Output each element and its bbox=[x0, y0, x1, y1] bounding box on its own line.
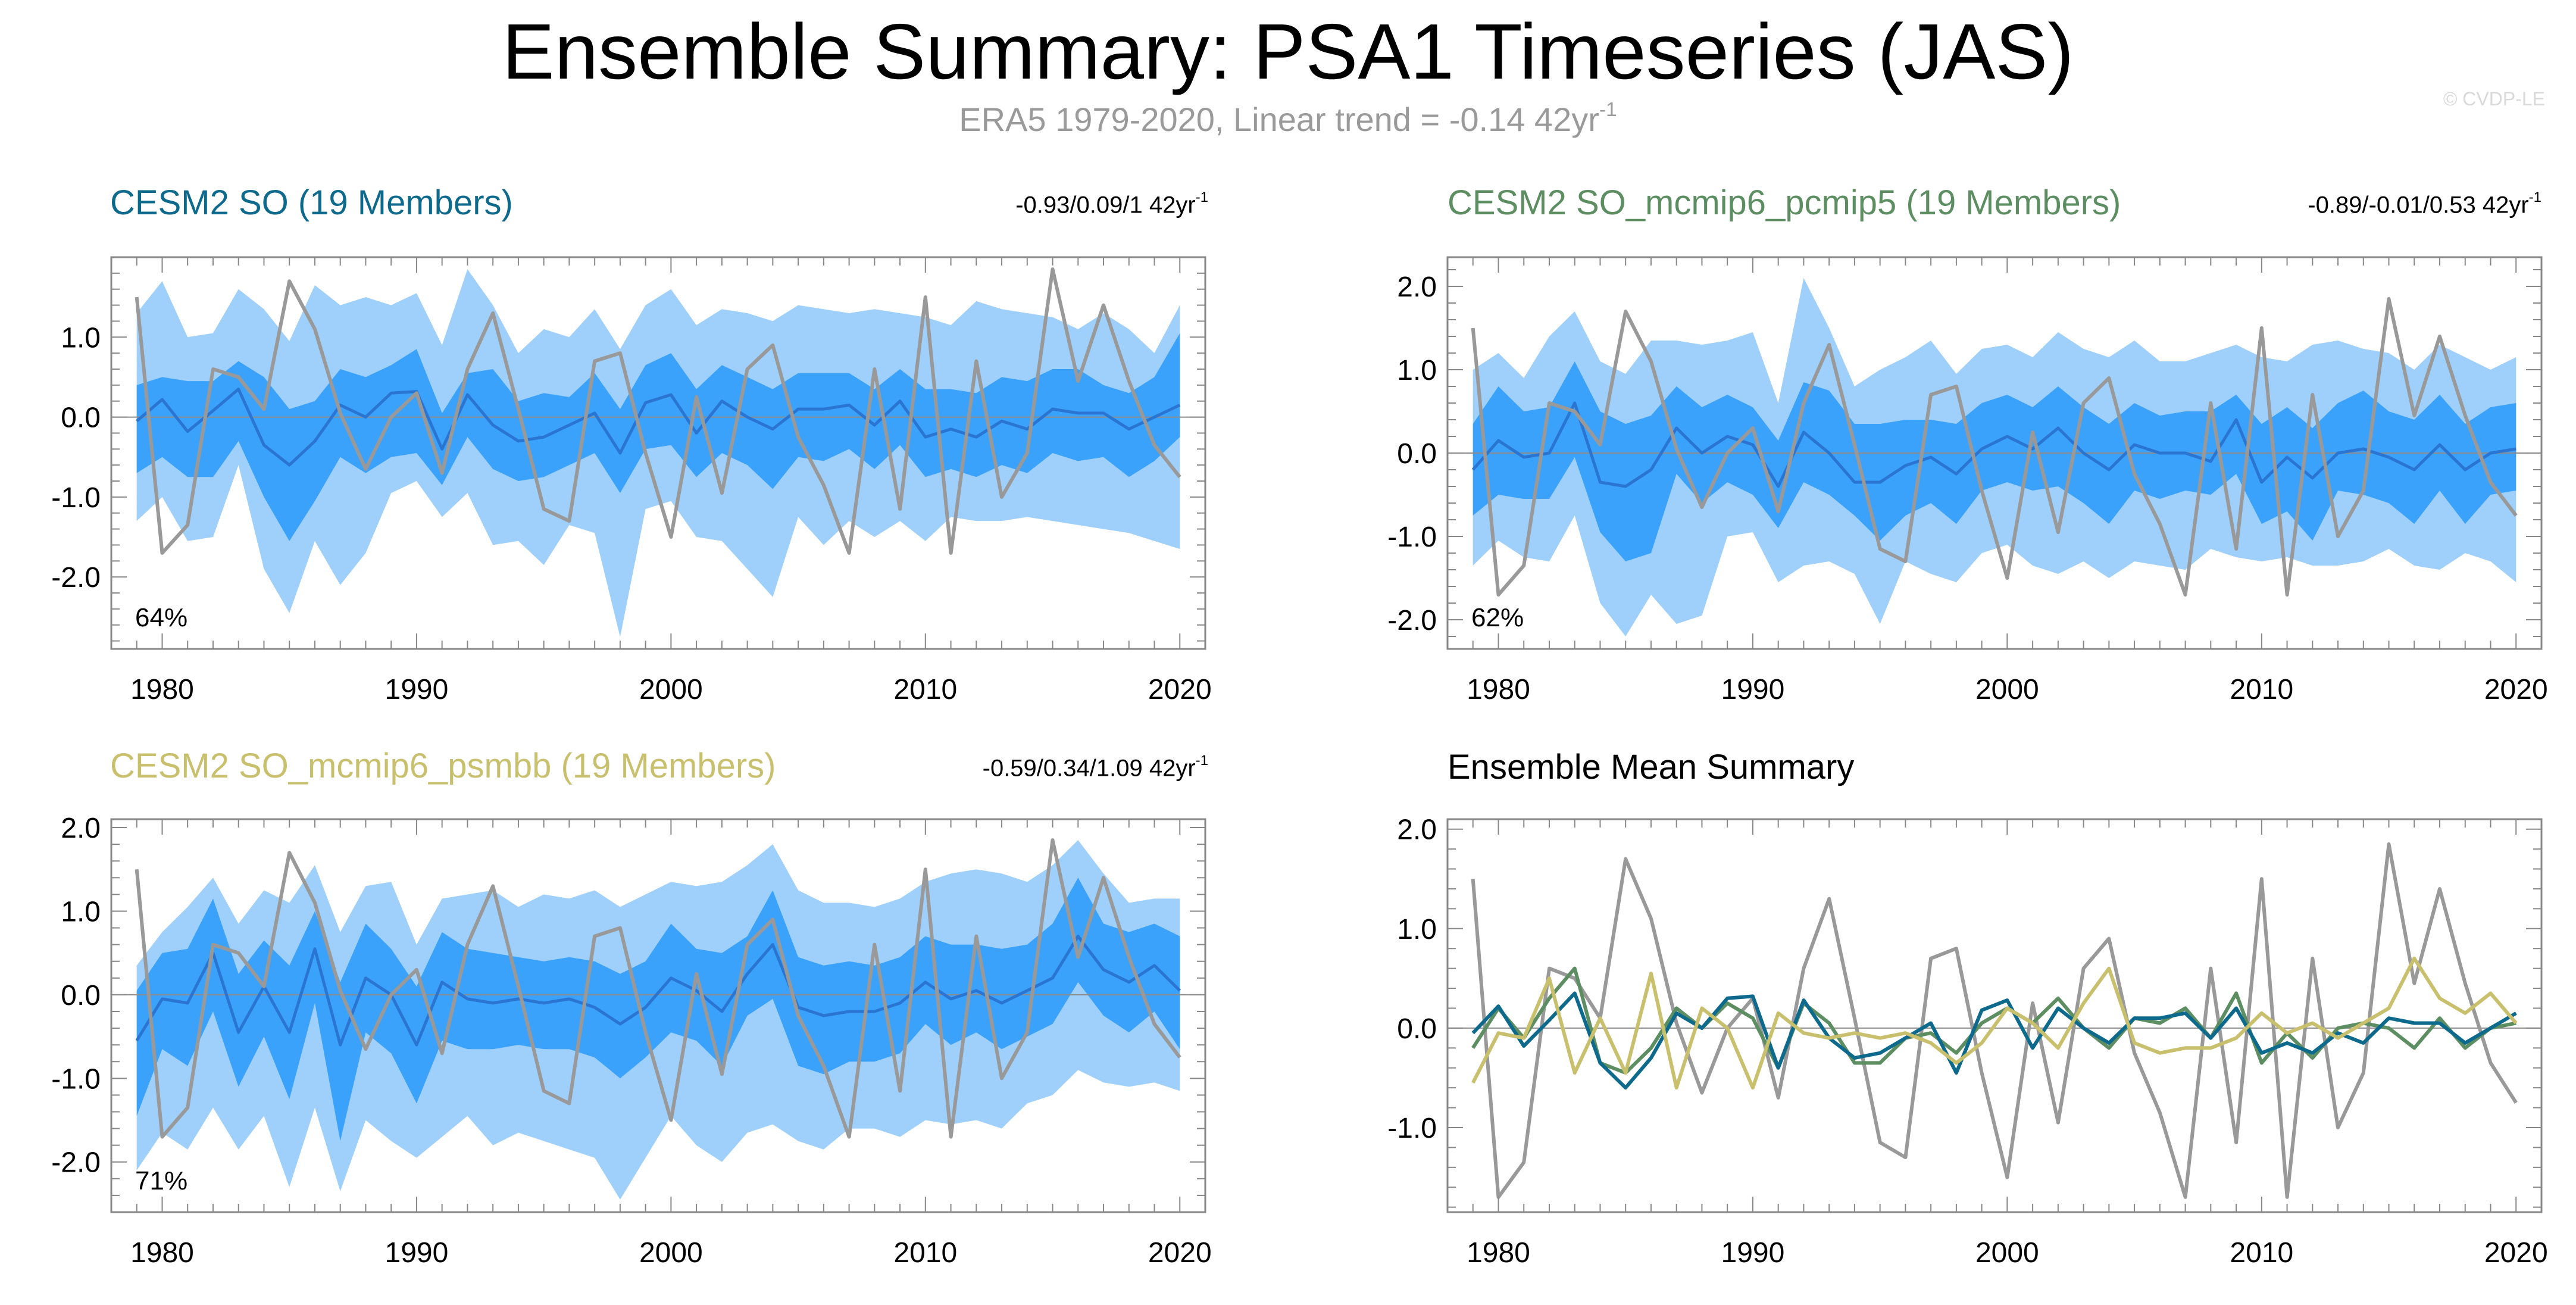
panel-2-plot: 62% 1980 1990 2000 2010 2020 2.0 1.0 0.0 -1.0 -2.0 bbox=[1387, 256, 2548, 705]
panel-3-x-tick-label: 2000 bbox=[639, 1237, 703, 1269]
panel-2-y-tick-label: 1.0 bbox=[1397, 355, 1437, 386]
panel-4-x-tick-label: 1980 bbox=[1467, 1237, 1530, 1269]
panel-1-title: CESM2 SO (19 Members) bbox=[110, 183, 513, 222]
panel-4-frame bbox=[1446, 818, 2543, 1213]
panel-1-ensemble-mean-line bbox=[136, 388, 1181, 467]
panel-3-x-tick-label: 1990 bbox=[385, 1237, 449, 1269]
panel-1-y-tick-label: 1.0 bbox=[61, 322, 101, 354]
panel-3-y-tick-label: 1.0 bbox=[61, 896, 101, 928]
panel-4-series-cesm2-so-mcmip6-psmbb bbox=[1471, 956, 2518, 1090]
panel-1-plot: 64% 1980 1990 2000 2010 2020 1.0 0.0 -1.0 -2.0 bbox=[51, 256, 1212, 705]
panel-2-title: CESM2 SO_mcmip6_pcmip5 (19 Members) bbox=[1448, 183, 2121, 222]
page-subtitle: ERA5 1979-2020, Linear trend = -0.14 42y… bbox=[0, 99, 2576, 139]
panel-3-title: CESM2 SO_mcmip6_psmbb (19 Members) bbox=[110, 747, 776, 785]
panel-2-x-tick-label: 2000 bbox=[1975, 674, 2039, 705]
panel-2-x-tick-label: 1990 bbox=[1721, 674, 1785, 705]
panel-1-x-tick-label: 2020 bbox=[1148, 674, 1212, 705]
panel-2-ensemble-mean-line bbox=[1471, 401, 2516, 488]
panel-3-plot: 71% 1980 1990 2000 2010 2020 2.0 1.0 0.0 -1.0 -2.0 bbox=[51, 813, 1211, 1269]
panel-1-trend: -0.93/0.09/1 42yr-1 bbox=[893, 189, 1208, 218]
panel-3-ensemble-mean-line bbox=[135, 935, 1181, 1047]
panel-1-inner-band bbox=[136, 333, 1180, 541]
panel-2-trend: -0.89/-0.01/0.53 42yr-1 bbox=[2178, 189, 2541, 218]
panel-3-trend-text: -0.59/0.34/1.09 42yr bbox=[982, 755, 1196, 782]
subtitle-superscript: -1 bbox=[1599, 99, 1617, 121]
panel-4-series-group bbox=[1448, 842, 2541, 1199]
panel-3-trend: -0.59/0.34/1.09 42yr-1 bbox=[851, 753, 1208, 782]
panel-4-y-tick-label: 0.0 bbox=[1397, 1013, 1437, 1045]
panel-1-frame bbox=[110, 256, 1206, 650]
panel-3-frame bbox=[110, 818, 1206, 1213]
panel-3-y-tick-label: -2.0 bbox=[51, 1147, 101, 1179]
panel-4-y-tick-label: -1.0 bbox=[1387, 1113, 1437, 1144]
panel-3-y-tick-label: -1.0 bbox=[51, 1063, 101, 1095]
panel-3-trend-sup: -1 bbox=[1195, 753, 1208, 769]
panel-2-obs-line bbox=[1471, 297, 2518, 597]
panel-3-x-tick-label: 1980 bbox=[130, 1237, 194, 1269]
panel-4-x-tick-label: 2000 bbox=[1975, 1237, 2039, 1269]
panel-2-trend-text: -0.89/-0.01/0.53 42yr bbox=[2308, 192, 2529, 218]
panel-3-x-tick-label: 2020 bbox=[1148, 1237, 1212, 1269]
panel-4-title: Ensemble Mean Summary bbox=[1448, 748, 1855, 786]
panel-2-y-tick-label: -2.0 bbox=[1387, 605, 1437, 636]
panel-4-x-tick-label: 2010 bbox=[2230, 1237, 2293, 1269]
panel-1-trend-sup: -1 bbox=[1195, 189, 1208, 206]
panel-1-x-tick-label: 2000 bbox=[639, 674, 703, 705]
panel-1-y-tick-label: -2.0 bbox=[51, 562, 101, 594]
panel-1-x-tick-label: 1990 bbox=[385, 674, 449, 705]
panel-2-y-tick-label: 2.0 bbox=[1397, 271, 1437, 303]
panel-4-x-tick-label: 2020 bbox=[2484, 1237, 2548, 1269]
panel-1-y-tick-label: 0.0 bbox=[61, 402, 101, 434]
panel-4-plot: 1980 1990 2000 2010 2020 2.0 1.0 0.0 -1.0 bbox=[1387, 814, 2547, 1269]
panel-2-series-group bbox=[1448, 278, 2541, 636]
panel-3-obs-line bbox=[135, 838, 1181, 1139]
panel-1-series-group bbox=[111, 267, 1205, 637]
panel-3-y-tick-label: 2.0 bbox=[61, 813, 101, 844]
panel-2-x-tick-label: 1980 bbox=[1467, 674, 1530, 705]
panel-4-y-tick-label: 2.0 bbox=[1397, 814, 1437, 846]
credit-label: © CVDP-LE bbox=[2443, 88, 2545, 110]
panel-3-series-group bbox=[111, 838, 1205, 1200]
panel-4-series-era5 bbox=[1471, 842, 2518, 1199]
panel-1-percent-label: 64% bbox=[135, 603, 187, 632]
subtitle-text: ERA5 1979-2020, Linear trend = -0.14 42y… bbox=[959, 101, 1599, 138]
panel-2-x-tick-label: 2010 bbox=[2230, 674, 2293, 705]
panel-1-y-tick-label: -1.0 bbox=[51, 482, 101, 514]
panel-3-x-tick-label: 2010 bbox=[893, 1237, 957, 1269]
panel-2-trend-sup: -1 bbox=[2528, 189, 2541, 206]
panel-4-series-cesm2-so bbox=[1471, 991, 2517, 1090]
panel-4-x-tick-label: 1990 bbox=[1721, 1237, 1785, 1269]
panel-2-percent-label: 62% bbox=[1471, 603, 1524, 632]
panel-2-y-tick-label: -1.0 bbox=[1387, 522, 1437, 553]
panel-2-y-tick-label: 0.0 bbox=[1397, 438, 1437, 470]
panel-1-x-tick-label: 2010 bbox=[893, 674, 957, 705]
panel-2-x-tick-label: 2020 bbox=[2484, 674, 2548, 705]
panel-4-series-cesm2-so-mcmip6-pcmip5 bbox=[1471, 966, 2516, 1075]
panel-3-y-tick-label: 0.0 bbox=[61, 980, 101, 1011]
page-title: Ensemble Summary: PSA1 Timeseries (JAS) bbox=[502, 8, 2074, 95]
panel-1-x-tick-label: 1980 bbox=[130, 674, 194, 705]
panel-3-percent-label: 71% bbox=[135, 1166, 187, 1195]
panel-2-inner-band bbox=[1473, 361, 2516, 561]
panel-1-obs-line bbox=[135, 267, 1181, 555]
panel-4-y-tick-label: 1.0 bbox=[1397, 914, 1437, 945]
panel-3-inner-band bbox=[136, 878, 1180, 1141]
panel-1-trend-text: -0.93/0.09/1 42yr bbox=[1015, 192, 1196, 218]
